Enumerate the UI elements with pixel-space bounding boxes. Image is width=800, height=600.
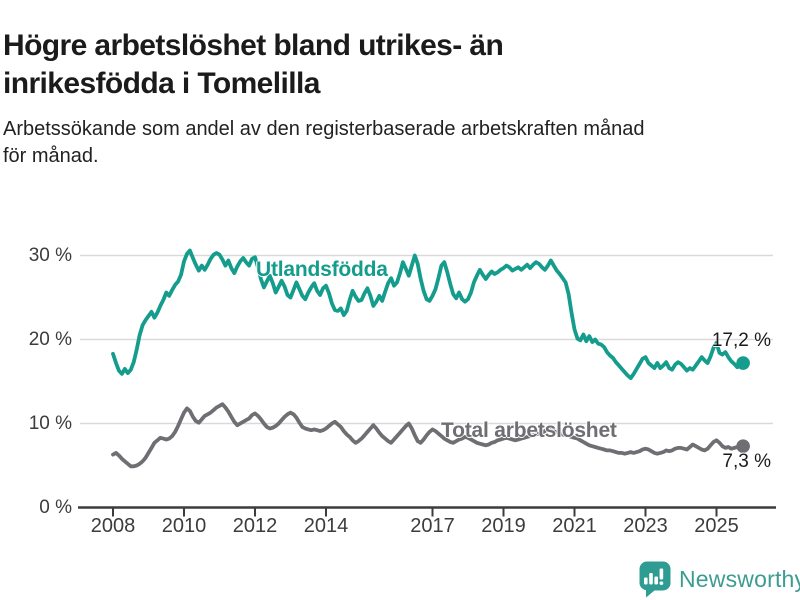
- end-value-label-utlandsfodda: 17,2 %: [711, 330, 771, 351]
- gridlines: [80, 254, 773, 425]
- y-tick-label: 30 %: [28, 244, 72, 266]
- chart-title-line2: inrikesfödda i Tomelilla: [3, 67, 320, 101]
- x-tick-label: 2010: [161, 515, 207, 537]
- newsworthy-logo: Newsworthy: [637, 561, 800, 598]
- series-label-total-arbetsloshet: Total arbetslöshet: [441, 419, 617, 442]
- x-tick-label: 2025: [694, 515, 739, 537]
- chart-title-line1: Högre arbetslöshet bland utrikes- än: [3, 29, 504, 63]
- series-end-dot-0: [736, 356, 750, 370]
- x-tick-label: 2008: [90, 515, 136, 537]
- x-axis: [78, 506, 776, 517]
- series-line-0: [111, 248, 745, 380]
- series-line-1: [111, 402, 745, 469]
- x-tick-label: 2017: [410, 515, 455, 537]
- x-tick-label: 2014: [303, 515, 349, 537]
- x-tick-label: 2019: [481, 515, 526, 537]
- data-series-lines: [111, 248, 750, 469]
- x-tick-label: 2023: [623, 515, 668, 537]
- series-label-utlandsfodda: Utlandsfödda: [256, 258, 388, 281]
- bar-chart-glyph: [644, 568, 664, 585]
- end-value-label-total-arbetsloshet: 7,3 %: [722, 451, 771, 472]
- y-tick-label: 20 %: [28, 328, 72, 350]
- newsworthy-bubble-chart-icon: [639, 561, 671, 598]
- x-tick-label: 2012: [232, 515, 278, 537]
- y-tick-label: 10 %: [28, 412, 72, 434]
- chart-title: Högre arbetslöshet bland utrikes- än inr…: [3, 27, 504, 103]
- y-tick-label: 0 %: [39, 496, 72, 518]
- chart-subtitle-line2: för månad.: [3, 145, 99, 167]
- series-end-dot-1: [736, 439, 750, 453]
- chart-subtitle: Arbetssökande som andel av den registerb…: [3, 116, 645, 170]
- chart-subtitle-line1: Arbetssökande som andel av den registerb…: [3, 118, 645, 140]
- newsworthy-wordmark: Newsworthy: [679, 566, 800, 592]
- x-tick-label: 2021: [552, 515, 597, 537]
